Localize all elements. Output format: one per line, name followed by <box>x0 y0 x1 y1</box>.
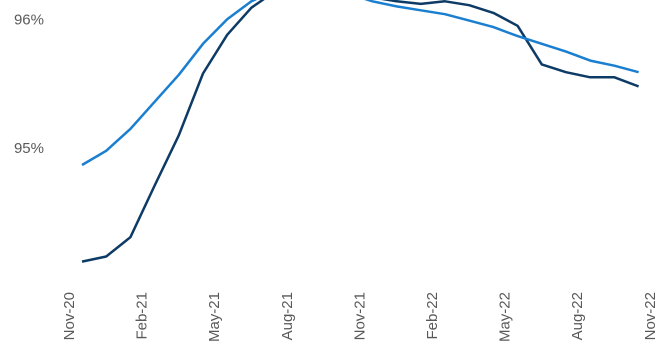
x-tick-label: Feb-22 <box>424 292 441 340</box>
x-tick-label: May-21 <box>206 292 223 342</box>
x-tick-label: Nov-21 <box>351 292 368 340</box>
series-line <box>81 0 640 263</box>
y-tick-label: 95% <box>14 140 44 157</box>
x-tick-label: Aug-22 <box>569 292 586 340</box>
x-tick-label: Nov-20 <box>61 292 78 340</box>
x-tick-label: Feb-21 <box>134 292 151 340</box>
series-line <box>81 0 639 167</box>
plot-area <box>81 0 640 263</box>
x-tick-label: May-22 <box>497 292 514 342</box>
x-tick-label: Nov-22 <box>642 292 659 340</box>
x-tick-label: Aug-21 <box>279 292 296 340</box>
y-tick-label: 96% <box>14 11 44 28</box>
